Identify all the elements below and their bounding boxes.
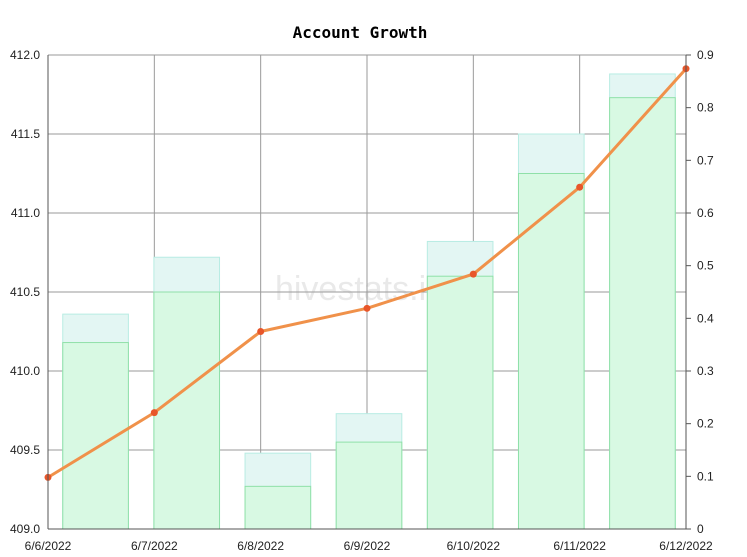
y-left-tick-label: 410.0 <box>10 364 40 378</box>
line-point <box>363 304 371 312</box>
y-right-tick-label: 0.2 <box>697 417 714 431</box>
bar <box>153 291 221 530</box>
y-right-tick-label: 0.6 <box>697 206 714 220</box>
y-left-tick-label: 409.5 <box>10 443 40 457</box>
line-series <box>44 65 690 481</box>
bar <box>517 173 585 530</box>
y-left-tick-label: 411.0 <box>11 206 40 220</box>
x-tick-label: 6/10/2022 <box>447 539 501 553</box>
x-tick-label: 6/12/2022 <box>659 539 713 553</box>
y-left-tick-label: 412.0 <box>10 48 40 62</box>
y-right-tick-label: 0.4 <box>697 311 714 325</box>
y-right-tick-label: 0.7 <box>697 153 714 167</box>
x-tick-label: 6/11/2022 <box>553 539 606 553</box>
y-right-tick-label: 0 <box>697 522 704 536</box>
y-right-tick-label: 0.3 <box>697 364 714 378</box>
y-left-tick-label: 411.5 <box>11 127 40 141</box>
line-point <box>257 328 265 335</box>
line-point <box>469 270 477 278</box>
watermark: hivestats.io <box>275 270 445 308</box>
chart-title: Account Growth <box>293 23 428 42</box>
bar <box>609 97 676 530</box>
bar <box>244 485 312 530</box>
y-left-tick-label: 409.0 <box>10 522 40 536</box>
x-tick-label: 6/7/2022 <box>131 539 178 553</box>
line-point <box>576 183 584 191</box>
y-right-tick-label: 0.1 <box>697 469 714 483</box>
x-tick-label: 6/6/2022 <box>25 539 72 553</box>
bar <box>426 275 494 530</box>
x-tick-label: 6/9/2022 <box>344 539 391 553</box>
y-right-tick-label: 0.5 <box>697 259 714 273</box>
y-left-tick-label: 410.5 <box>10 285 40 299</box>
y-right-tick-label: 0.9 <box>697 48 714 62</box>
line-point <box>150 409 158 417</box>
axes: 409.0 409.5 410.0 410.5 411.0 411.5 412.0 6/6/2… <box>10 48 714 553</box>
bar <box>335 441 403 530</box>
x-tick-label: 6/8/2022 <box>237 539 284 553</box>
y-right-tick-label: 0.8 <box>697 101 714 115</box>
